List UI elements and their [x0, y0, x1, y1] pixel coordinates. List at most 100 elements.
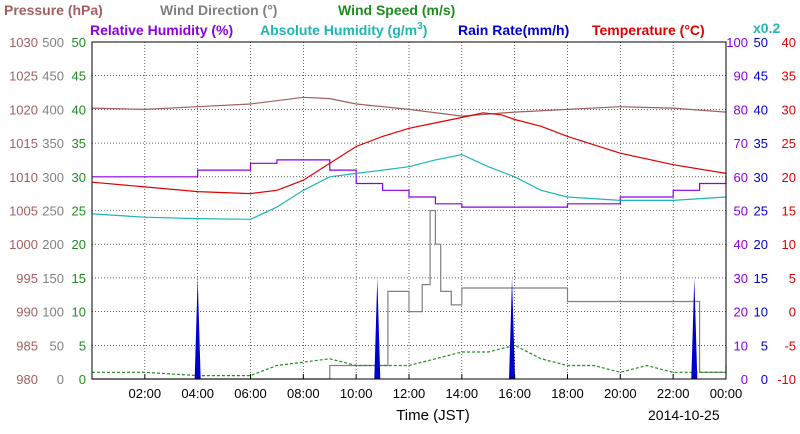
- y-tick-pressure: 995: [16, 271, 38, 286]
- y-tick-wind-speed: 50: [72, 35, 86, 50]
- x-tick-label: 10:00: [340, 386, 373, 401]
- y-tick-wind-direction: 500: [42, 35, 64, 50]
- series-temperature: [91, 112, 727, 195]
- legend-rain-scale: x0.2: [753, 20, 780, 36]
- y-tick-relative-humidity: 80: [734, 102, 748, 117]
- x-tick-label: 22:00: [657, 386, 690, 401]
- y-tick-wind-direction: 350: [42, 136, 64, 151]
- legend-rain-rate: Rain Rate(mm/h): [458, 22, 569, 38]
- y-tick-temperature: 25: [782, 136, 796, 151]
- rain-rate-spike: [509, 277, 516, 379]
- y-tick-rain-rate: 35: [754, 136, 768, 151]
- x-tick-label: 18:00: [551, 386, 584, 401]
- x-tick-label: 00:00: [710, 386, 743, 401]
- y-tick-temperature: 20: [782, 170, 796, 185]
- y-tick-temperature: -5: [784, 338, 796, 353]
- y-tick-wind-direction: 0: [57, 372, 64, 387]
- x-tick-label: 08:00: [287, 386, 320, 401]
- grid: [92, 42, 726, 379]
- y-tick-pressure: 1020: [9, 102, 38, 117]
- y-tick-relative-humidity: 90: [734, 69, 748, 84]
- y-tick-rain-rate: 5: [761, 338, 768, 353]
- y-tick-wind-speed: 10: [72, 305, 86, 320]
- x-tick-label: 16:00: [498, 386, 531, 401]
- y-tick-rain-rate: 0: [761, 372, 768, 387]
- x-tick-label: 06:00: [234, 386, 267, 401]
- y-tick-pressure: 1015: [9, 136, 38, 151]
- rain-rate-spike: [691, 277, 698, 379]
- y-tick-temperature: 10: [782, 237, 796, 252]
- series-layer: [91, 96, 727, 380]
- rain-rate-spike: [374, 277, 381, 379]
- y-tick-relative-humidity: 0: [741, 372, 748, 387]
- y-tick-wind-direction: 450: [42, 69, 64, 84]
- series-absolute-humidity: [91, 153, 727, 220]
- series-relative-humidity: [92, 159, 727, 208]
- y-tick-pressure: 1005: [9, 204, 38, 219]
- y-tick-rain-rate: 50: [754, 35, 768, 50]
- x-tick-label: 04:00: [181, 386, 214, 401]
- y-tick-temperature: -10: [777, 372, 796, 387]
- x-tick-label: 14:00: [446, 386, 479, 401]
- y-tick-rain-rate: 10: [754, 305, 768, 320]
- tick-labels: 1030102510201015101010051000995990985980…: [9, 35, 796, 401]
- y-tick-rain-rate: 20: [754, 237, 768, 252]
- y-tick-wind-speed: 5: [79, 338, 86, 353]
- y-tick-wind-direction: 150: [42, 271, 64, 286]
- y-tick-rain-rate: 45: [754, 69, 768, 84]
- y-tick-wind-speed: 25: [72, 204, 86, 219]
- y-tick-pressure: 1010: [9, 170, 38, 185]
- y-tick-wind-direction: 100: [42, 305, 64, 320]
- y-tick-temperature: 30: [782, 102, 796, 117]
- x-tick-label: 20:00: [604, 386, 637, 401]
- y-tick-wind-speed: 30: [72, 170, 86, 185]
- series-pressure: [91, 96, 727, 117]
- y-tick-temperature: 40: [782, 35, 796, 50]
- legend-relative-humidity: Relative Humidity (%): [90, 22, 233, 38]
- date-label: 2014-10-25: [648, 407, 720, 423]
- y-tick-wind-direction: 300: [42, 170, 64, 185]
- y-tick-pressure: 1030: [9, 35, 38, 50]
- x-tick-label: 02:00: [129, 386, 162, 401]
- y-tick-relative-humidity: 30: [734, 271, 748, 286]
- legend-absolute-humidity: Absolute Humidity (g/m3): [260, 21, 427, 38]
- y-tick-rain-rate: 40: [754, 102, 768, 117]
- y-tick-pressure: 980: [16, 372, 38, 387]
- y-tick-temperature: 5: [789, 271, 796, 286]
- y-tick-temperature: 0: [789, 305, 796, 320]
- legend-pressure: Pressure (hPa): [4, 2, 103, 18]
- y-tick-pressure: 985: [16, 338, 38, 353]
- y-tick-wind-direction: 200: [42, 237, 64, 252]
- y-tick-relative-humidity: 20: [734, 305, 748, 320]
- series-wind-speed: [92, 344, 726, 377]
- y-tick-wind-speed: 40: [72, 102, 86, 117]
- y-tick-rain-rate: 30: [754, 170, 768, 185]
- y-tick-pressure: 990: [16, 305, 38, 320]
- y-tick-relative-humidity: 40: [734, 237, 748, 252]
- y-tick-temperature: 15: [782, 204, 796, 219]
- y-tick-pressure: 1000: [9, 237, 38, 252]
- y-tick-wind-speed: 45: [72, 69, 86, 84]
- legend-wind-direction: Wind Direction (°): [160, 2, 277, 18]
- legend-temperature: Temperature (°C): [592, 22, 705, 38]
- y-tick-relative-humidity: 50: [734, 204, 748, 219]
- y-tick-relative-humidity: 10: [734, 338, 748, 353]
- y-tick-wind-direction: 50: [50, 338, 64, 353]
- y-tick-wind-speed: 15: [72, 271, 86, 286]
- y-tick-wind-direction: 250: [42, 204, 64, 219]
- rain-rate-spike: [194, 277, 201, 379]
- y-tick-wind-speed: 35: [72, 136, 86, 151]
- y-tick-relative-humidity: 100: [726, 35, 748, 50]
- y-tick-relative-humidity: 70: [734, 136, 748, 151]
- y-tick-rain-rate: 25: [754, 204, 768, 219]
- y-tick-wind-direction: 400: [42, 102, 64, 117]
- y-tick-wind-speed: 20: [72, 237, 86, 252]
- legend-wind-speed: Wind Speed (m/s): [338, 2, 455, 18]
- x-axis-label: Time (JST): [396, 407, 470, 424]
- y-tick-rain-rate: 15: [754, 271, 768, 286]
- y-tick-wind-speed: 0: [79, 372, 86, 387]
- y-tick-temperature: 35: [782, 69, 796, 84]
- series-wind-direction: [92, 209, 727, 380]
- x-tick-label: 12:00: [393, 386, 426, 401]
